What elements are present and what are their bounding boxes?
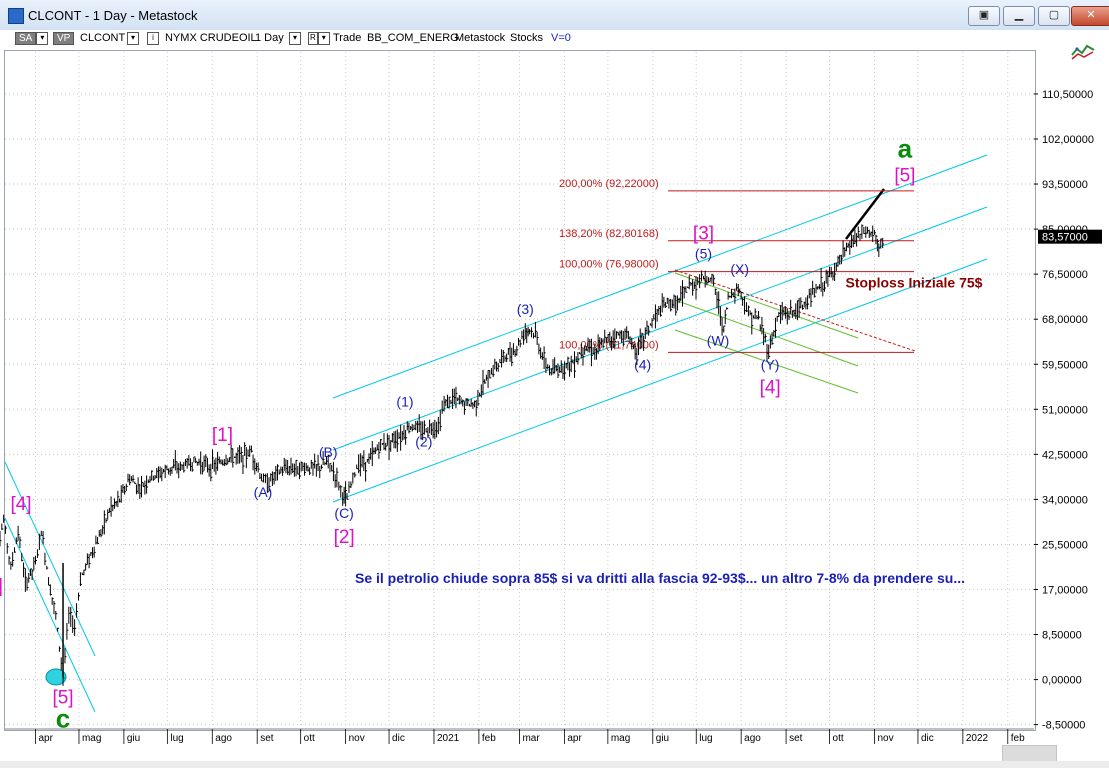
period-dropdown[interactable]: ▾ [289,31,301,45]
vp-button[interactable]: VP [53,31,75,45]
x-tick-label: lug [170,733,183,744]
y-tick-label: 76,50000 [1042,269,1088,281]
x-axis: apr mag giu lug ago set ott nov dic 2021 feb mar apr… [5,728,1034,744]
x-tick-label: feb [482,733,496,744]
x-tick-label: dic [921,733,934,744]
y-tick-label: 17,00000 [1042,585,1088,597]
status-bar [0,761,1109,768]
trade-label: Trade [333,32,362,44]
x-tick-label: apr [39,733,54,744]
x-tick-label: 2021 [437,733,460,744]
y-tick-label: 68,00000 [1042,314,1088,326]
x-tick-label: ott [833,733,844,744]
x-tick-label: nov [349,733,365,744]
restore-chart-icon[interactable]: ▣ [968,6,1000,26]
app-label: Metastock [455,32,506,44]
type-label: Stocks [510,32,544,44]
x-tick-label: ago [215,733,232,744]
x-tick-label: apr [567,733,582,744]
y-axis: 110,50000 102,00000 93,50000 85,00000 76,500… [1034,89,1102,732]
y-tick-label: 42,50000 [1042,449,1088,461]
x-tick-label: ott [304,733,315,744]
chart-tools-icon[interactable] [1070,40,1096,62]
y-tick-label: 110,50000 [1042,89,1093,101]
last-price-label: 83,57000 [1042,232,1088,244]
x-tick-label: giu [656,733,669,744]
symbol-dropdown[interactable]: ▾ [127,31,139,45]
y-tick-label: -8,50000 [1042,720,1085,732]
sa-dropdown[interactable]: SA ▾ [15,31,49,45]
exchange-description: NYMX CRUDEOIL [165,32,257,44]
wave-label: 3] [0,576,3,597]
last-price-box [1038,229,1102,244]
chevron-down-icon: ▾ [127,31,139,45]
x-tick-label: giu [127,733,140,744]
x-tick-label: dic [392,733,405,744]
chart-plot-frame[interactable] [4,50,1036,731]
chevron-down-icon: ▾ [36,31,49,45]
x-tick-label: mag [611,733,630,744]
app-icon [8,8,24,24]
y-tick-label: 34,00000 [1042,494,1088,506]
y-tick-label: 59,50000 [1042,359,1088,371]
minimize-button[interactable]: ▁ [1003,6,1035,26]
account-label: BB_COM_ENERG [367,32,459,44]
y-tick-label: 85,00000 [1042,224,1088,236]
close-button[interactable]: ✕ [1071,6,1109,26]
x-tick-label: mag [82,733,101,744]
maximize-button[interactable]: ▢ [1038,6,1070,26]
x-tick-label: feb [1011,733,1025,744]
chevron-down-icon: ▾ [317,31,330,45]
horizontal-scrollbar[interactable] [1002,745,1057,762]
x-tick-label: set [789,733,803,744]
v-value-label: V=0 [551,32,571,44]
x-tick-label: mar [522,733,540,744]
y-tick-label: 102,00000 [1042,134,1094,146]
symbol-info-button[interactable]: i [147,31,159,45]
x-tick-label: 2022 [966,733,989,744]
x-tick-label: lug [699,733,712,744]
y-tick-label: 25,50000 [1042,539,1088,551]
window-title: CLCONT - 1 Day - Metastock [28,8,198,23]
y-tick-label: 8,50000 [1042,630,1082,642]
chart-toolbar: SA ▾ VP CLCONT ▾ i NYMX CRUDEOIL 1 Day ▾ … [0,30,1109,47]
window-titlebar: CLCONT - 1 Day - Metastock ▣ ▁ ▢ ✕ [0,0,1109,31]
chevron-down-icon: ▾ [289,31,301,45]
x-tick-label: ago [744,733,761,744]
x-tick-label: nov [877,733,893,744]
y-tick-label: 51,00000 [1042,404,1088,416]
symbol-label: CLCONT [80,32,126,44]
y-tick-label: 93,50000 [1042,179,1088,191]
info-icon: i [147,31,159,45]
x-tick-label: set [260,733,274,744]
y-tick-label: 0,00000 [1042,675,1082,687]
period-label: 1 Day [255,32,284,44]
r-dropdown[interactable]: R ▾ [308,31,330,45]
